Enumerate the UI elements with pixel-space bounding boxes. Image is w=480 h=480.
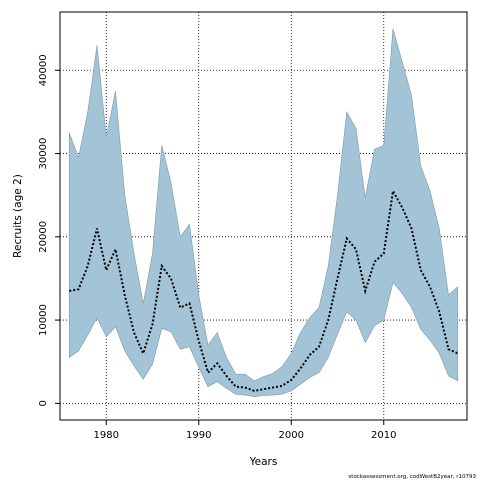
x-tick-label: 1990 bbox=[186, 430, 211, 441]
y-axis-label: Recruits (age 2) bbox=[12, 174, 24, 258]
footer-credit: stockassessment.org, codWestB2year, r107… bbox=[348, 474, 476, 480]
x-tick-label: 2010 bbox=[371, 430, 396, 441]
plot-frame bbox=[59, 11, 468, 421]
x-axis-label: Years bbox=[249, 456, 278, 468]
y-tick-label: 10000 bbox=[38, 304, 49, 336]
x-axis: 1980 1990 2000 2010 bbox=[94, 420, 396, 441]
confidence-band bbox=[68, 28, 459, 397]
x-tick-label: 2000 bbox=[279, 430, 304, 441]
y-tick-label: 20000 bbox=[38, 221, 49, 253]
y-tick-label: 40000 bbox=[38, 54, 49, 86]
y-tick-label: 0 bbox=[38, 400, 49, 406]
y-axis: 0 10000 20000 30000 40000 bbox=[38, 54, 60, 407]
y-tick-label: 30000 bbox=[38, 138, 49, 170]
x-tick-label: 1980 bbox=[94, 430, 119, 441]
